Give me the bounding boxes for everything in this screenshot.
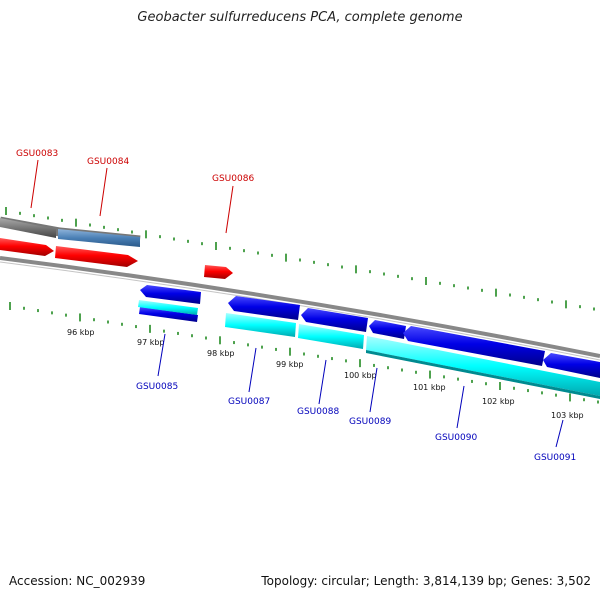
- gene-GSU0088-arrow: [301, 308, 368, 332]
- scale-label-97: 97 kbp: [137, 338, 165, 347]
- scale-label-96: 96 kbp: [67, 328, 95, 337]
- scale-label-101: 101 kbp: [413, 383, 446, 392]
- gene-label-GSU0084[interactable]: GSU0084: [87, 157, 129, 167]
- gene-label-GSU0085[interactable]: GSU0085: [136, 382, 178, 392]
- cyan-feature-4-shadow: [366, 350, 600, 399]
- leader-GSU0084: [99, 167, 108, 217]
- gene-GSU0090-arrow: [403, 326, 545, 366]
- cyan-feature-4: [366, 336, 600, 396]
- leader-GSU0088: [318, 359, 327, 405]
- gene-GSU0083-arrow: [0, 238, 54, 256]
- leader-GSU0085: [157, 333, 166, 377]
- scale-label-102: 102 kbp: [482, 397, 515, 406]
- cyan-feature-1: [138, 300, 198, 315]
- leader-GSU0087: [248, 347, 257, 393]
- tick-row-upper: [5, 207, 595, 311]
- leader-GSU0083: [30, 159, 39, 209]
- gene-GSU0085b-strip: [139, 307, 198, 322]
- leader-GSU0089: [369, 367, 378, 413]
- cyan-feature-2: [225, 313, 296, 337]
- cyan-feature-3: [298, 324, 364, 349]
- gene-GSU0085-arrow: [140, 285, 201, 304]
- accession-text: Accession: NC_002939: [9, 574, 146, 588]
- gene-label-GSU0087[interactable]: GSU0087: [228, 397, 270, 407]
- leader-GSU0086: [225, 185, 234, 234]
- genome-summary: Topology: circular; Length: 3,814,139 bp…: [261, 574, 591, 588]
- scale-label-100: 100 kbp: [344, 371, 377, 380]
- map-title: Geobacter sulfurreducens PCA, complete g…: [137, 10, 463, 25]
- gene-GSU0087-arrow: [228, 296, 300, 320]
- gene-GSU0084-arrow: [55, 246, 138, 267]
- scale-label-99: 99 kbp: [276, 360, 304, 369]
- leader-GSU0090: [456, 385, 465, 429]
- gene-GSU0091-arrow: [543, 353, 600, 378]
- gene-label-GSU0083[interactable]: GSU0083: [16, 149, 58, 159]
- forward-feature-steel: [58, 229, 140, 247]
- scale-label-103: 103 kbp: [551, 411, 584, 420]
- tick-row-lower: [9, 302, 599, 404]
- gene-label-GSU0088[interactable]: GSU0088: [297, 407, 339, 417]
- backbone-outer: [0, 261, 600, 361]
- backbone-inner: [0, 256, 600, 358]
- gene-label-GSU0089[interactable]: GSU0089: [349, 417, 391, 427]
- gene-GSU0089-arrow: [369, 320, 406, 339]
- gene-label-GSU0086[interactable]: GSU0086: [212, 174, 254, 184]
- gene-label-GSU0091[interactable]: GSU0091: [534, 453, 576, 463]
- scale-label-98: 98 kbp: [207, 349, 235, 358]
- gene-GSU0086-arrow: [204, 265, 233, 279]
- gene-label-GSU0090[interactable]: GSU0090: [435, 433, 477, 443]
- forward-feature-grey: [0, 218, 56, 238]
- leader-GSU0091: [555, 419, 564, 448]
